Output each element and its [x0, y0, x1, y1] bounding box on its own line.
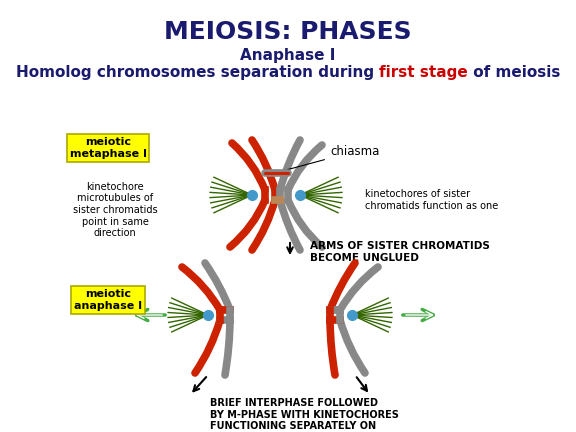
Text: ARMS OF SISTER CHROMATIDS
BECOME UNGLUED: ARMS OF SISTER CHROMATIDS BECOME UNGLUED	[310, 241, 490, 263]
Text: first stage: first stage	[379, 65, 468, 80]
Text: Anaphase I: Anaphase I	[240, 48, 336, 63]
Text: MEIOSIS: PHASES: MEIOSIS: PHASES	[164, 20, 412, 44]
Text: kinetochores of sister
chromatids function as one: kinetochores of sister chromatids functi…	[365, 189, 498, 211]
Text: meiotic
metaphase I: meiotic metaphase I	[70, 137, 146, 159]
Text: kinetochore
microtubules of
sister chromatids
point in same
direction: kinetochore microtubules of sister chrom…	[73, 182, 157, 238]
Text: Homolog chromosomes separation during: Homolog chromosomes separation during	[16, 65, 379, 80]
Text: chiasma: chiasma	[278, 145, 380, 172]
Text: meiotic
anaphase I: meiotic anaphase I	[74, 289, 142, 311]
Text: of meiosis: of meiosis	[468, 65, 560, 80]
Text: BRIEF INTERPHASE FOLLOWED
BY M-PHASE WITH KINETOCHORES
FUNCTIONING SEPARATELY ON: BRIEF INTERPHASE FOLLOWED BY M-PHASE WIT…	[210, 398, 399, 432]
